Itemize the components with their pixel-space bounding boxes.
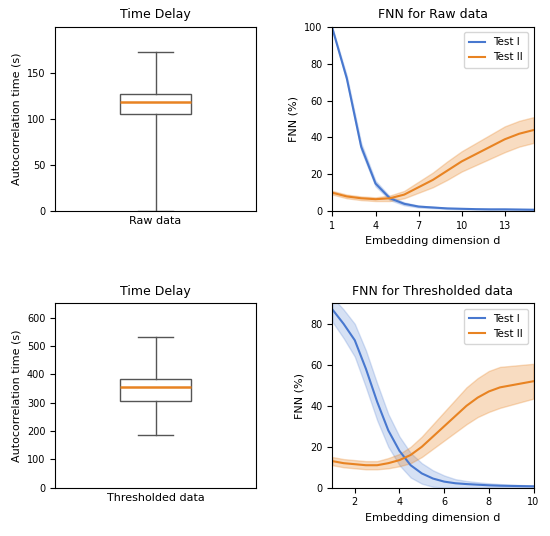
Test II [419,444,425,450]
Test II [530,127,537,133]
Test I [329,306,336,312]
Test II [372,196,379,203]
Test I [473,206,480,212]
PathPatch shape [120,379,191,401]
Test I [430,204,436,211]
Test I [530,483,537,489]
Title: Time Delay: Time Delay [120,285,191,298]
Test II [441,423,448,429]
Test II [486,388,492,394]
Test II [508,382,514,389]
Test I [415,203,422,210]
Test II [487,144,494,150]
Test I [508,483,514,489]
Test I [458,206,465,212]
Test II [374,462,381,468]
X-axis label: Embedding dimension d: Embedding dimension d [365,513,501,523]
Test II [340,460,347,466]
Test II [463,403,470,409]
Test I [430,475,436,482]
Line: Test II: Test II [332,130,534,199]
Test I [444,205,450,212]
Test I [487,206,494,213]
Test I [358,144,365,150]
Test II [497,384,503,391]
Test II [387,195,393,202]
Test I [502,206,508,213]
Legend: Test I, Test II: Test I, Test II [464,32,529,68]
Test II [519,380,526,386]
Test I [530,206,537,213]
X-axis label: Embedding dimension d: Embedding dimension d [365,236,501,247]
Title: FNN for Raw data: FNN for Raw data [378,9,488,21]
Title: FNN for Thresholded data: FNN for Thresholded data [353,285,514,298]
Test II [473,151,480,157]
Test I [452,480,459,487]
Test II [516,131,522,137]
Y-axis label: FNN (%): FNN (%) [295,373,305,419]
Test I [344,75,350,81]
Test I [387,195,393,202]
Y-axis label: FNN (%): FNN (%) [289,96,299,142]
Test I [408,462,414,468]
Test I [401,200,408,207]
Test I [329,25,336,32]
Test I [441,479,448,485]
Test II [530,378,537,384]
Test II [444,167,450,174]
Test II [344,193,350,199]
PathPatch shape [120,94,191,114]
Test II [329,458,336,464]
Test II [362,462,369,468]
Test I [474,481,481,488]
Test I [372,180,379,187]
Test II [415,184,422,190]
Test I [516,206,522,213]
Test II [430,433,436,440]
Line: Test I: Test I [332,309,534,486]
Test II [430,177,436,183]
Test II [351,461,358,467]
Test I [374,398,381,405]
Test I [396,448,403,454]
Test I [362,366,369,372]
Test I [497,482,503,489]
Test II [458,158,465,165]
Test I [385,427,392,434]
Test II [358,195,365,202]
Line: Test II: Test II [332,381,534,465]
Test II [396,457,403,463]
Y-axis label: Autocorrelation time (s): Autocorrelation time (s) [11,329,21,462]
Test I [486,482,492,488]
Title: Time Delay: Time Delay [120,9,191,21]
Test I [519,483,526,489]
Legend: Test I, Test II: Test I, Test II [464,309,529,344]
Test II [408,452,414,458]
Test II [385,460,392,466]
Test I [351,337,358,344]
Test II [401,191,408,198]
Test II [474,394,481,401]
Test II [502,136,508,143]
Line: Test I: Test I [332,28,534,210]
Test II [452,413,459,419]
Test I [463,481,470,487]
Test II [329,190,336,196]
Test I [340,321,347,327]
Y-axis label: Autocorrelation time (s): Autocorrelation time (s) [11,53,21,185]
Test I [419,470,425,477]
